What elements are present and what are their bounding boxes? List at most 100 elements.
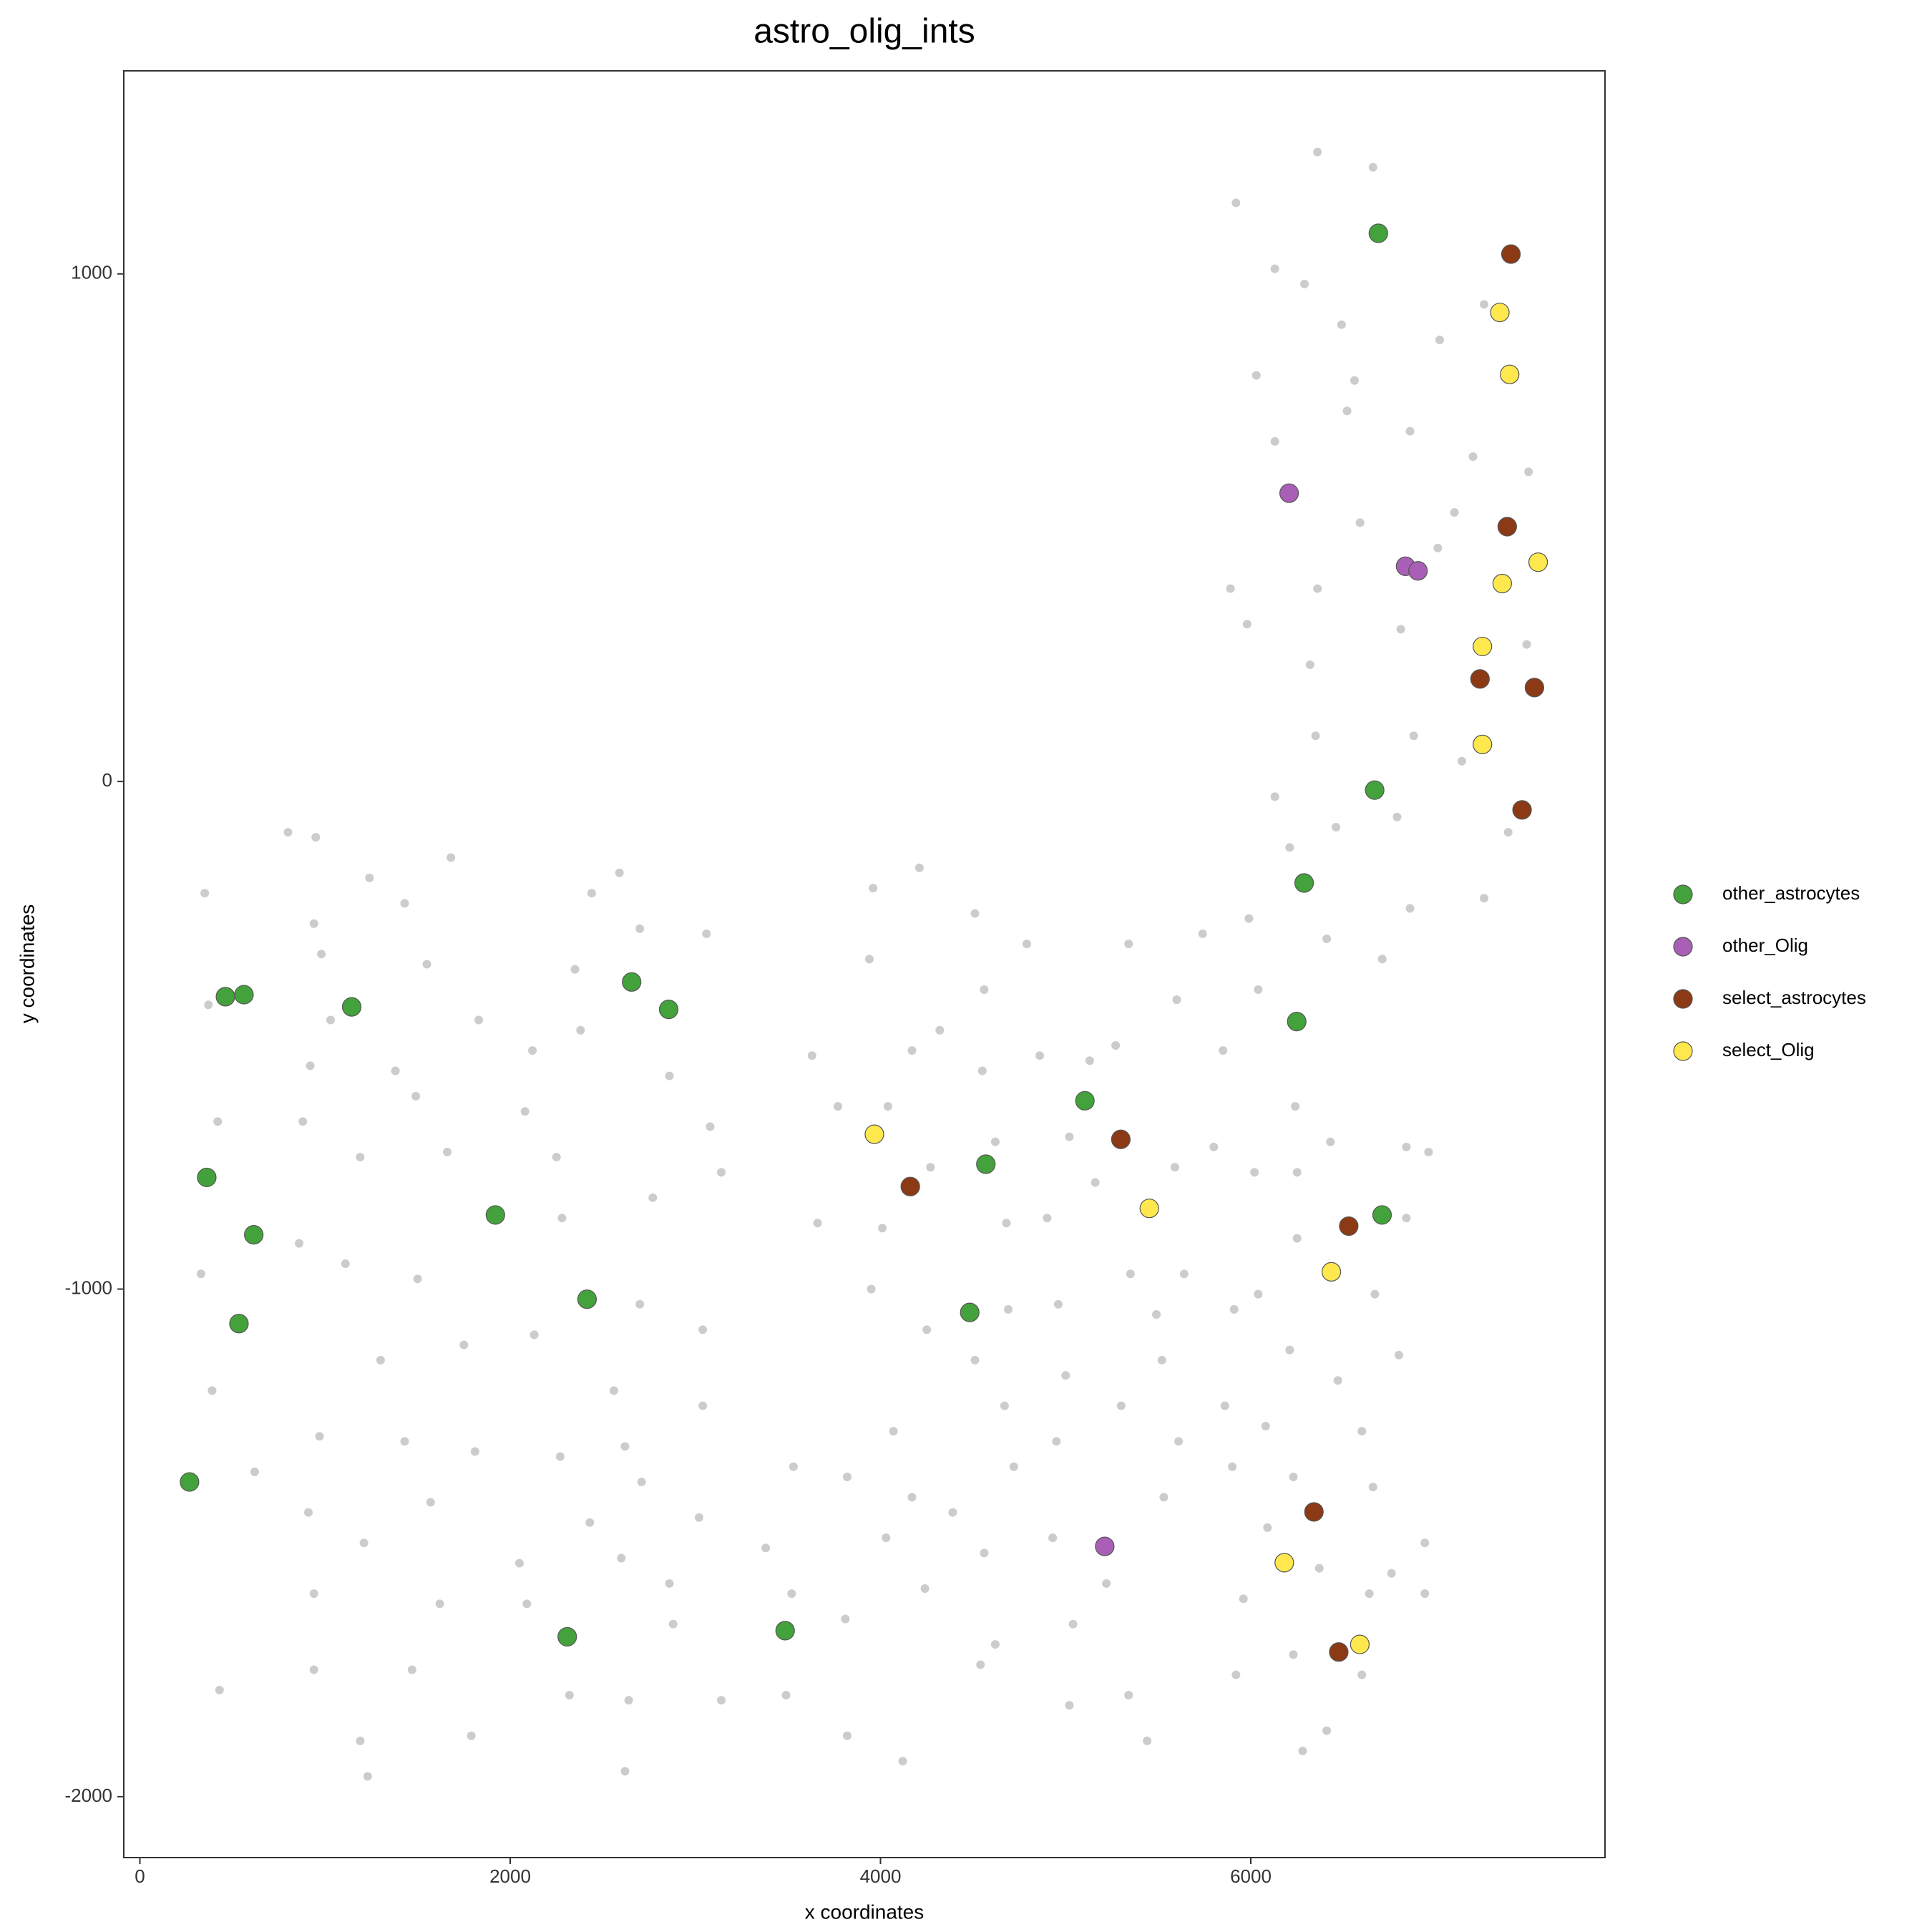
background-point (665, 1071, 674, 1080)
point (1279, 483, 1299, 503)
point (1339, 1216, 1359, 1236)
background-point (557, 1214, 567, 1223)
point (1501, 244, 1521, 264)
point (234, 985, 254, 1005)
point (1512, 800, 1532, 820)
background-point (1270, 792, 1279, 801)
background-point (1326, 1137, 1335, 1146)
background-point (530, 1330, 539, 1340)
background-point (665, 1579, 674, 1588)
background-point (520, 1107, 530, 1116)
background-point (1285, 1345, 1294, 1355)
background-point (1052, 1437, 1061, 1446)
point (960, 1302, 980, 1322)
y-tick-label: 0 (102, 769, 112, 791)
background-point (1311, 731, 1320, 741)
point (215, 987, 235, 1007)
legend-label: other_Olig (1722, 935, 1808, 956)
background-point (1085, 1056, 1094, 1065)
background-point (1370, 1289, 1380, 1299)
background-point (841, 1614, 850, 1624)
background-point (789, 1462, 798, 1471)
background-point (215, 1685, 224, 1694)
background-point (303, 1508, 313, 1517)
background-point (637, 1478, 646, 1487)
background-point (1342, 406, 1352, 416)
background-point (1300, 279, 1309, 288)
background-point (702, 929, 711, 938)
legend-label: select_astrocytes (1722, 987, 1866, 1008)
background-point (1043, 1214, 1052, 1223)
background-point (1261, 1422, 1270, 1431)
background-point (948, 1508, 957, 1517)
background-point (1124, 1691, 1133, 1699)
background-point (435, 1599, 444, 1609)
background-point (1022, 940, 1031, 949)
background-point (1198, 929, 1207, 938)
background-point (522, 1599, 532, 1609)
background-point (1365, 1589, 1374, 1599)
background-point (1480, 300, 1489, 309)
background-point (1035, 1051, 1045, 1060)
background-point (1157, 1355, 1166, 1365)
x-tick-label: 2000 (489, 1865, 531, 1887)
point (180, 1472, 200, 1492)
background-point (878, 1224, 887, 1233)
background-point (1337, 320, 1346, 329)
background-point (1231, 198, 1241, 208)
background-point (1289, 1650, 1298, 1659)
background-point (306, 1061, 315, 1070)
x-tick-label: 4000 (860, 1865, 902, 1887)
background-point (761, 1543, 771, 1553)
background-point (1355, 518, 1365, 527)
background-point (1387, 1568, 1396, 1578)
background-point (609, 1386, 618, 1395)
background-point (470, 1447, 479, 1456)
background-point (1143, 1736, 1152, 1745)
background-point (356, 1153, 365, 1162)
background-point (1395, 1350, 1404, 1360)
background-point (706, 1122, 715, 1131)
background-point (1250, 1168, 1259, 1177)
background-point (1126, 1269, 1135, 1279)
background-point (698, 1401, 708, 1410)
background-point (283, 828, 293, 837)
background-point (1228, 1462, 1237, 1471)
background-point (1480, 894, 1489, 903)
background-point (1424, 1147, 1433, 1156)
background-point (1368, 1483, 1377, 1492)
background-point (1368, 162, 1377, 172)
background-point (1314, 1563, 1324, 1573)
background-point (1239, 1594, 1248, 1604)
background-point (1091, 1178, 1100, 1187)
point (229, 1314, 249, 1334)
chart-title: astro_olig_ints (753, 13, 975, 51)
background-point (1152, 1309, 1161, 1319)
background-point (204, 1000, 213, 1010)
point (1274, 1553, 1294, 1573)
background-point (889, 1427, 898, 1436)
background-point (1102, 1579, 1111, 1588)
point (1075, 1091, 1095, 1111)
background-point (620, 1767, 630, 1776)
background-point (864, 955, 874, 964)
background-point (576, 1025, 585, 1035)
background-point (309, 1665, 318, 1674)
background-point (1242, 620, 1252, 629)
background-point (1270, 264, 1279, 273)
legend-swatch (1673, 1041, 1693, 1061)
point (1095, 1536, 1115, 1556)
background-point (1179, 1269, 1189, 1279)
legend-swatch (1673, 989, 1693, 1009)
background-point (1254, 985, 1263, 994)
background-point (1002, 1219, 1011, 1228)
background-point (1254, 1289, 1263, 1299)
background-point (1220, 1401, 1229, 1410)
background-point (1402, 1142, 1411, 1151)
background-point (426, 1498, 435, 1507)
point (1329, 1642, 1349, 1662)
background-point (587, 889, 596, 898)
background-point (1292, 1234, 1302, 1243)
background-point (635, 1299, 645, 1309)
